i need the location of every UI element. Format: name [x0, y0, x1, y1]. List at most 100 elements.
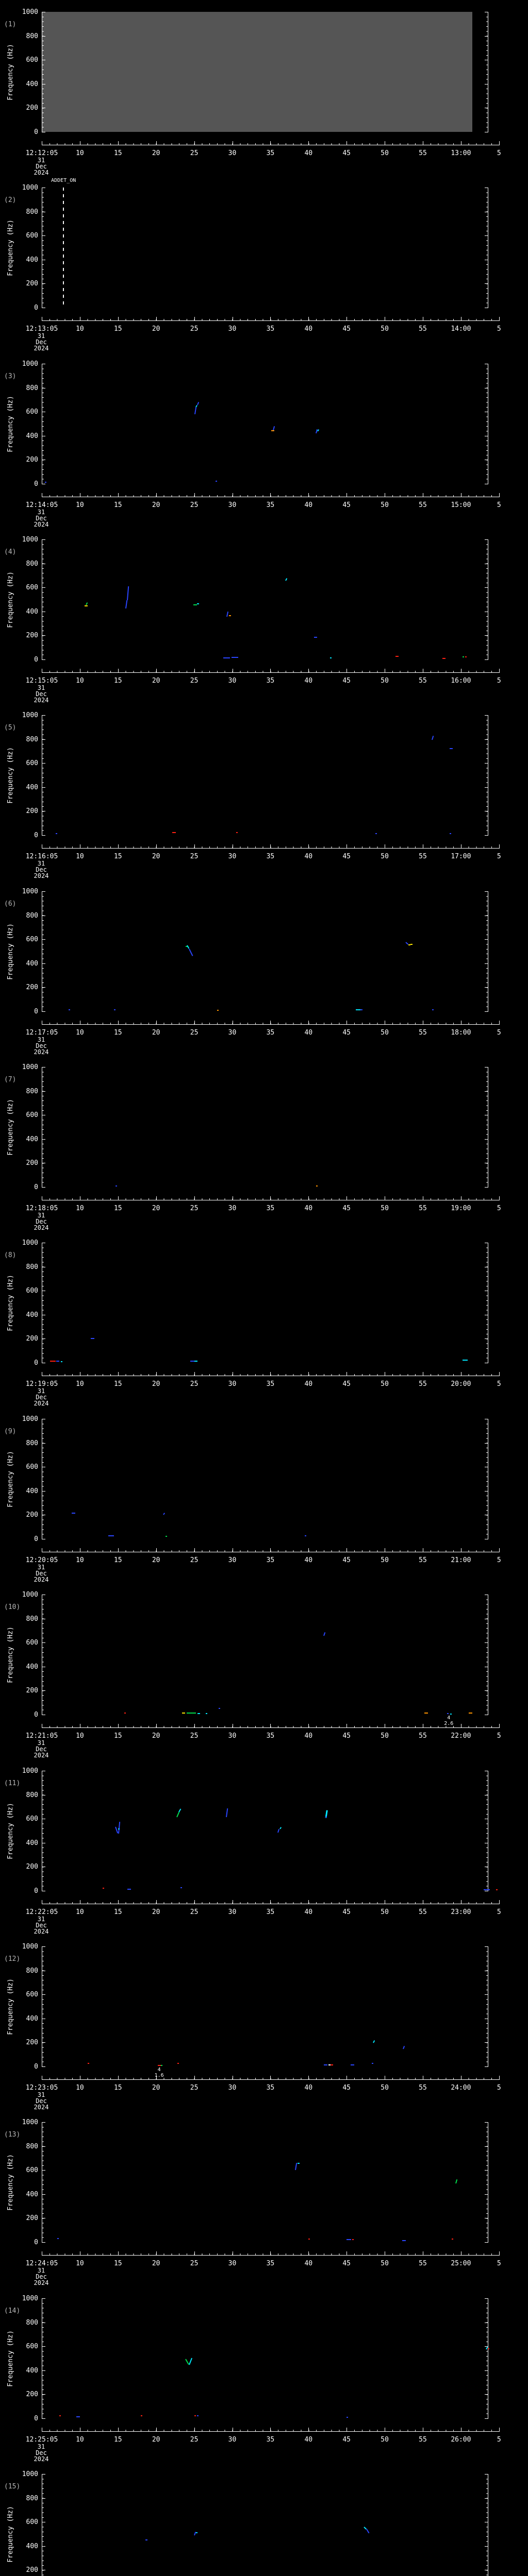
- burst-mark: [328, 2064, 331, 2065]
- burst-mark: [118, 1828, 120, 1829]
- y-major-tick: [42, 2066, 45, 2067]
- x-tick-label: 10: [76, 1380, 84, 1388]
- x-major-tick: [499, 844, 500, 849]
- burst-mark: [226, 611, 229, 617]
- x-major-tick: [118, 2076, 119, 2080]
- start-time-label: 12:18:05: [25, 1205, 58, 1212]
- x-tick-label: 15: [113, 1029, 122, 1037]
- x-tick-label: 40: [304, 1380, 313, 1388]
- y-tick-label: 200: [26, 2566, 38, 2574]
- burst-mark: [331, 2064, 333, 2065]
- burst-mark: [194, 1360, 197, 1362]
- x-tick-label: 35: [266, 1380, 275, 1388]
- y-tick-label: 400: [26, 1487, 38, 1495]
- y-major-tick: [42, 659, 45, 660]
- x-tick-label: 55: [419, 501, 427, 509]
- spectrogram-panel: Frequency (Hz) (13) 0 200 400 600 800 1000 12:24…: [0, 2110, 528, 2286]
- burst-mark: [314, 636, 317, 638]
- x-tick-label: 20: [152, 1029, 160, 1037]
- y-major-tick: [485, 1690, 488, 1691]
- x-tick-label: 40: [304, 1205, 313, 1212]
- x-major-tick: [270, 669, 271, 673]
- frequency-axis-label: Frequency (Hz): [7, 571, 14, 628]
- x-tick-label: 10: [76, 1732, 84, 1740]
- burst-mark: [465, 656, 467, 658]
- x-tick-label: 15: [113, 325, 122, 333]
- date-month-label: Dec: [36, 1745, 47, 1753]
- burst-mark: [195, 404, 197, 408]
- burst-mark: [59, 2415, 61, 2417]
- x-tick-label: 20: [152, 325, 160, 333]
- end-tick-label: 5: [497, 501, 501, 509]
- burst-mark: [190, 1360, 194, 1362]
- end-tick-label: 5: [497, 1380, 501, 1388]
- y-tick-label: 1000: [22, 1063, 38, 1071]
- y-tick-label: 1000: [22, 711, 38, 719]
- y-tick-label: 1000: [22, 888, 38, 895]
- y-tick-label: 400: [26, 1663, 38, 1671]
- date-year-label: 2024: [34, 1048, 49, 1056]
- panel-index-label: (14): [4, 2307, 21, 2315]
- date-month-label: Dec: [36, 1042, 47, 1049]
- x-tick-label: 20: [152, 853, 160, 860]
- x-minor-ticks: [42, 1550, 500, 1552]
- x-tick-label: 55: [419, 149, 427, 157]
- x-major-tick: [499, 1196, 500, 1200]
- date-year-label: 2024: [34, 521, 49, 528]
- y-major-tick: [42, 2170, 45, 2171]
- x-tick-label: 35: [266, 853, 275, 860]
- burst-mark: [197, 1713, 201, 1714]
- x-tick-label: 40: [304, 325, 313, 333]
- y-major-tick: [485, 659, 488, 660]
- end-tick-label: 5: [497, 1556, 501, 1564]
- y-major-tick: [485, 1338, 488, 1340]
- event-count-note: 4: [447, 1715, 451, 1721]
- spectrogram-panel: Frequency (Hz) (10) 0 200 400 600 800 1000 12:21…: [0, 1583, 528, 1759]
- y-tick-label: 800: [26, 208, 38, 216]
- x-major-tick: [270, 2076, 271, 2080]
- y-major-tick: [485, 2122, 488, 2123]
- burst-mark: [323, 2064, 328, 2065]
- y-minor-ticks-left: [42, 1067, 44, 1188]
- y-minor-ticks-left: [42, 539, 44, 660]
- x-major-tick: [346, 1724, 347, 1728]
- panel-index-label: (10): [4, 1603, 21, 1611]
- y-tick-label: 1000: [22, 360, 38, 368]
- x-major-tick: [270, 844, 271, 849]
- x-minor-ticks: [42, 2430, 500, 2432]
- burst-mark: [346, 2416, 349, 2418]
- y-major-tick: [485, 36, 488, 37]
- y-major-tick: [485, 2170, 488, 2171]
- y-tick-label: 600: [26, 1991, 38, 1999]
- x-tick-label: 20: [152, 2260, 160, 2267]
- y-tick-label: 800: [26, 1439, 38, 1447]
- x-major-tick: [346, 2428, 347, 2432]
- burst-mark: [177, 2063, 179, 2064]
- frequency-axis-label: Frequency (Hz): [7, 1275, 14, 1331]
- y-major-tick: [42, 2498, 45, 2499]
- y-tick-label: 0: [34, 304, 38, 312]
- x-tick-label: 45: [342, 677, 351, 685]
- x-tick-label: 50: [381, 1380, 389, 1388]
- burst-mark: [360, 1009, 363, 1011]
- y-tick-label: 600: [26, 1639, 38, 1647]
- x-tick-label: 50: [381, 1556, 389, 1564]
- x-major-tick: [118, 1724, 119, 1728]
- x-major-tick: [194, 317, 195, 321]
- burst-mark: [373, 2040, 375, 2043]
- y-tick-label: 200: [26, 456, 38, 464]
- x-tick-label: 30: [228, 2084, 237, 2092]
- burst-mark: [218, 1708, 220, 1709]
- y-tick-label: 600: [26, 1463, 38, 1471]
- burst-mark: [68, 1009, 70, 1010]
- date-year-label: 2024: [34, 872, 49, 879]
- x-major-tick: [118, 844, 119, 849]
- x-tick-label: 50: [381, 1205, 389, 1212]
- x-tick-label: 25: [190, 1380, 199, 1388]
- date-year-label: 2024: [34, 1400, 49, 1407]
- x-tick-label: 55: [419, 1732, 427, 1740]
- burst-mark: [163, 1513, 166, 1515]
- x-tick-label: 25: [190, 2260, 199, 2267]
- x-tick-label: 30: [228, 853, 237, 860]
- y-tick-label: 0: [34, 2063, 38, 2071]
